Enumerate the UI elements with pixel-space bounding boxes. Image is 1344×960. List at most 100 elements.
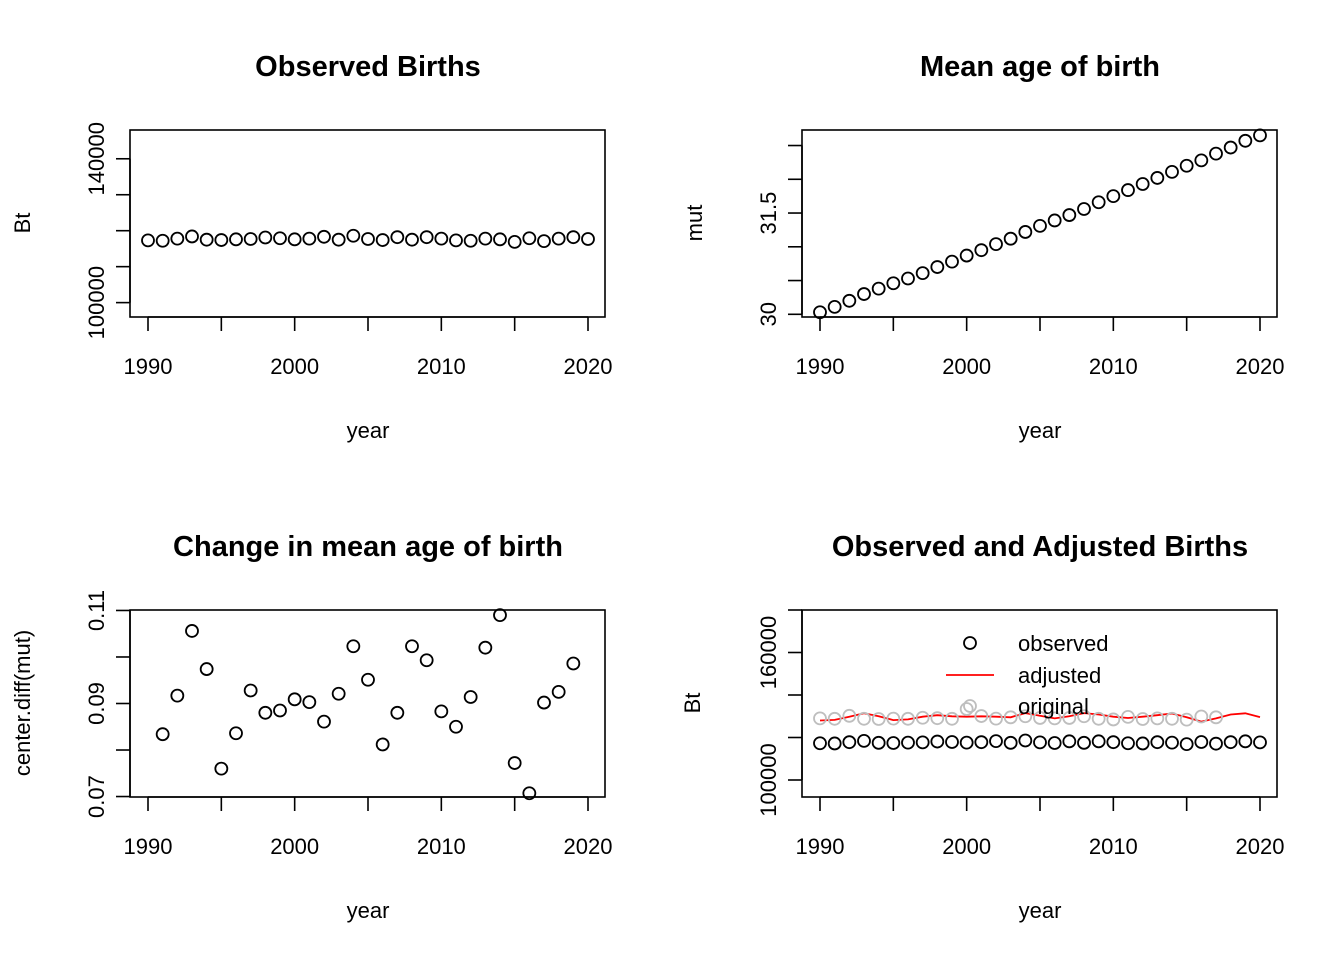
data-point [302,231,317,246]
data-point-observed [1238,734,1253,749]
data-point [945,254,959,269]
data-point-observed [827,736,842,751]
data-point [390,230,405,245]
data-point-observed [915,735,930,750]
x-tick-label: 2000 [942,354,991,379]
data-point [199,662,214,676]
data-point-observed [842,735,857,750]
data-point-original [1150,711,1165,726]
data-point-observed [1150,735,1165,750]
data-point [1018,225,1033,239]
data-point-original [974,709,989,723]
data-point [886,276,901,291]
data-point-original [1077,709,1091,724]
data-point [419,230,434,245]
data-point [1062,208,1077,222]
data-point [405,639,419,654]
data-point [331,232,346,247]
y-axis-label: mut [682,205,707,242]
data-point-observed [1209,736,1223,751]
data-point [449,233,463,248]
data-points [141,228,595,249]
data-point-original [1135,712,1150,726]
data-point [493,232,507,247]
data-point-observed [901,735,915,750]
y-tick-label: 0.09 [84,682,109,725]
data-point [273,703,287,718]
data-point-original [1165,711,1179,726]
data-point-observed [1223,735,1238,750]
plot-frame [129,609,606,798]
x-tick-label: 2020 [564,834,613,859]
data-point [901,271,915,286]
data-point [258,230,273,245]
y-axis: 100000 160000 [756,609,803,817]
data-point [566,656,581,671]
panel-observed-births: Observed Births 1990 2000 2010 2020 1000001… [10,51,612,443]
data-point [1165,164,1179,179]
x-tick-label: 1990 [124,354,173,379]
y-tick-label: 140000 [84,122,109,195]
data-point [1253,128,1267,143]
data-point [1033,218,1047,233]
y-axis-label: Bt [680,693,705,714]
data-point [155,727,170,742]
data-point-original [1018,709,1033,724]
data-point-original [1003,710,1018,725]
data-point [185,624,199,638]
y-tick-label: 0.11 [84,590,109,631]
x-tick-label: 1990 [124,834,173,859]
data-point-observed [1253,735,1267,750]
data-points [155,608,581,801]
y-tick-label: 100000 [756,743,781,816]
data-point [449,719,463,734]
data-point-observed [1062,734,1077,749]
series-line-adjusted [819,712,1261,723]
y-tick-label: 0.07 [84,775,109,818]
y-tick-label: 30 [756,302,781,326]
y-axis-label: center.diff(mut) [10,630,35,776]
data-point-original [1062,711,1077,725]
y-tick-label: 100000 [84,266,109,339]
data-point [243,683,258,698]
data-point [317,229,331,244]
x-tick-label: 2010 [1089,354,1138,379]
data-point [478,640,493,655]
data-point [287,232,302,247]
data-point-original [813,711,827,726]
data-point-observed [1165,735,1179,750]
data-point [375,737,390,752]
x-tick-label: 2020 [564,354,613,379]
data-point-observed [857,734,871,748]
data-point [185,229,199,244]
y-axis: 0.07 0.09 0.11 [84,590,131,818]
data-point [581,232,595,246]
data-point [974,243,989,258]
data-point [346,228,361,243]
data-point-observed [1047,736,1062,750]
x-axis-label: year [1019,418,1062,443]
chart-title: Mean age of birth [920,51,1160,83]
data-point [229,232,243,247]
data-point [229,726,243,741]
data-point-observed [974,735,989,750]
data-point-observed [1018,733,1033,748]
data-point [375,233,390,247]
data-point [1106,189,1121,204]
data-point [959,248,974,263]
data-point [493,608,507,623]
data-point [434,231,449,246]
x-tick-label: 1990 [796,354,845,379]
data-point-original [1047,711,1062,726]
chart-title: Observed and Adjusted Births [832,531,1248,563]
data-points [813,128,1267,320]
x-axis: 1990 2000 2010 2020 [796,316,1285,379]
x-tick-label: 2010 [417,354,466,379]
data-point [871,281,886,296]
plot-frame [129,129,606,318]
x-tick-label: 2020 [1236,354,1285,379]
data-point [1121,183,1135,197]
data-point [258,705,273,720]
x-tick-label: 1990 [796,834,845,859]
y-axis: 30 31.5 [756,144,803,327]
